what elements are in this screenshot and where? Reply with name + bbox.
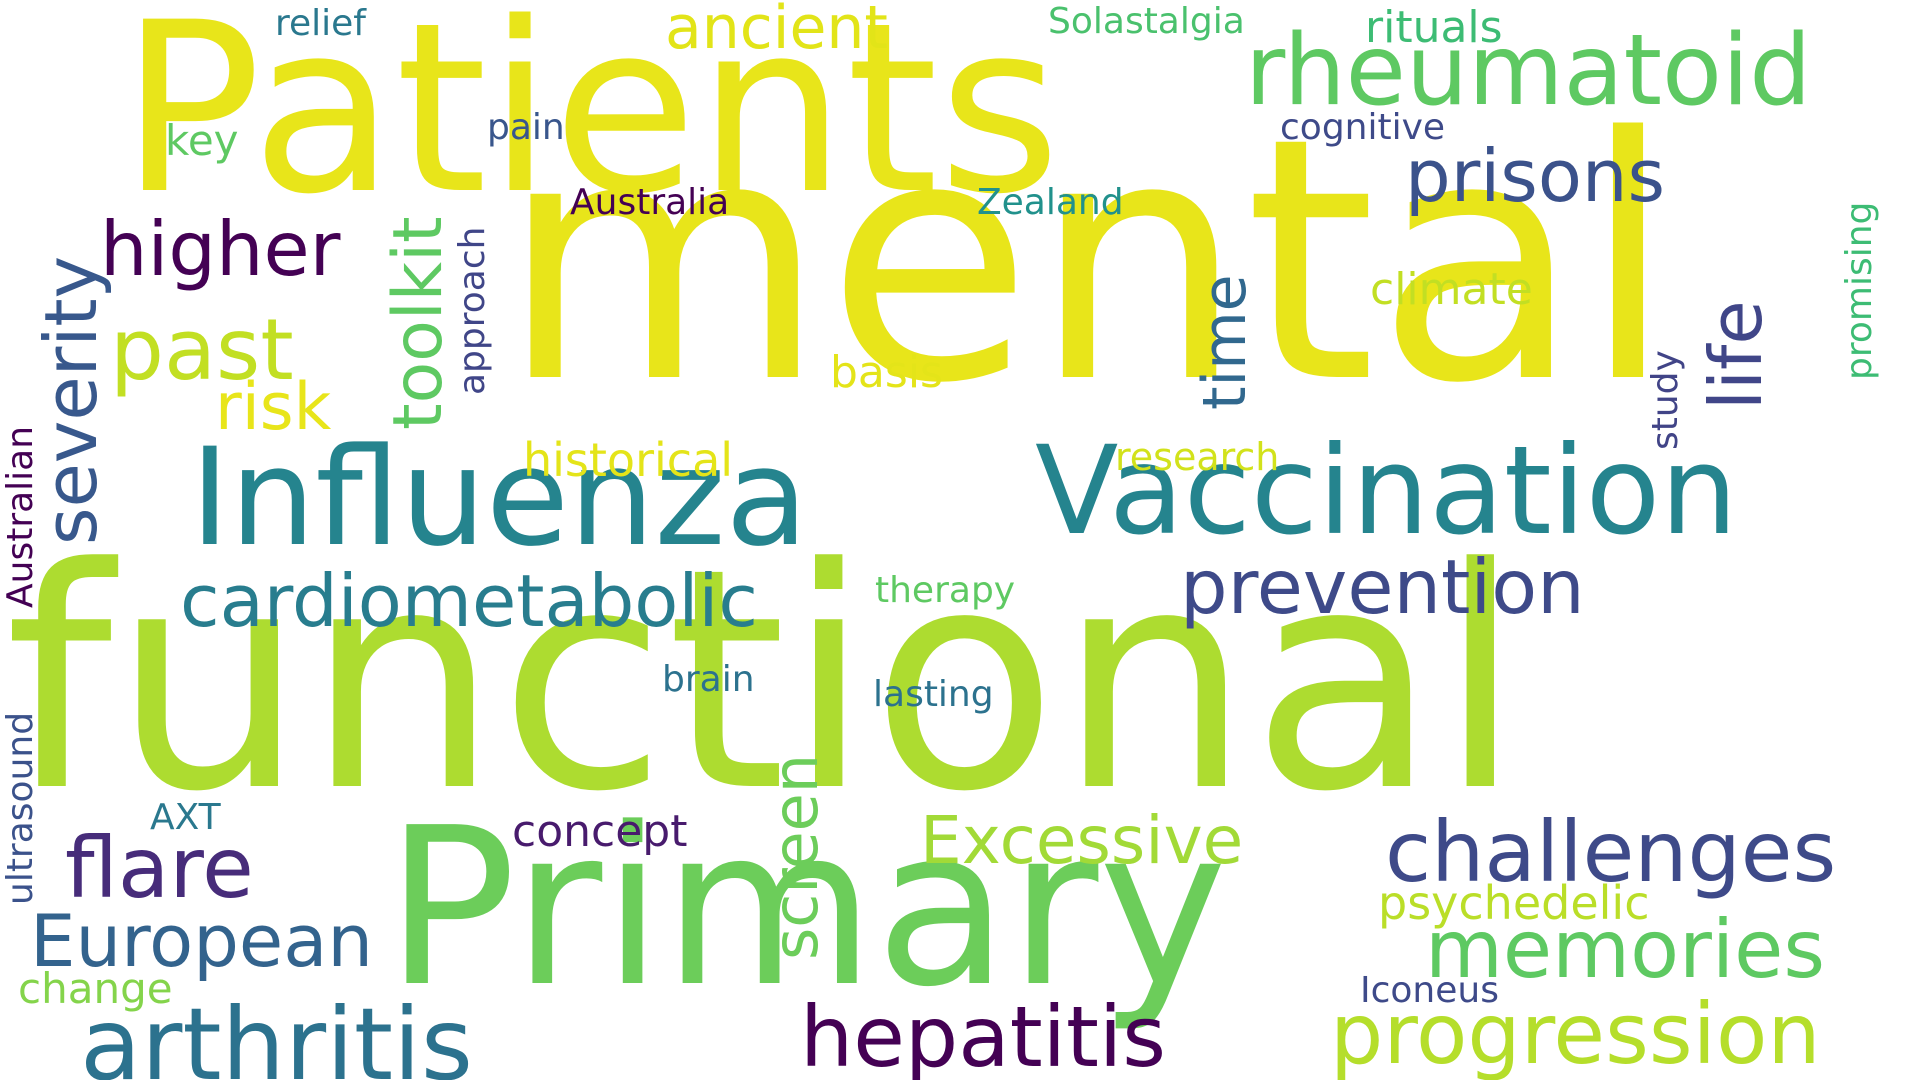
word-historical: historical	[523, 433, 734, 487]
word-rheumatoid: rheumatoid	[1245, 14, 1812, 128]
word-change: change	[18, 964, 173, 1013]
word-progression: progression	[1330, 985, 1821, 1080]
word-screen: screen	[759, 753, 832, 960]
word-life: life	[1694, 300, 1778, 410]
word-therapy: therapy	[875, 570, 1016, 611]
word-memories: memories	[1425, 903, 1826, 996]
word-climate: climate	[1370, 264, 1533, 315]
word-cognitive: cognitive	[1280, 107, 1446, 148]
word-iconeus: Iconeus	[1360, 970, 1499, 1011]
word-flare: flare	[65, 819, 254, 917]
word-solastalgia: Solastalgia	[1048, 1, 1245, 42]
word-risk: risk	[215, 370, 332, 445]
word-mental: mental	[500, 67, 1675, 457]
word-australian: Australian	[0, 425, 41, 608]
word-prevention: prevention	[1180, 543, 1585, 631]
word-promising: promising	[1839, 201, 1880, 380]
word-higher: higher	[100, 205, 341, 293]
word-australia: Australia	[570, 182, 730, 223]
word-key: key	[165, 116, 239, 165]
word-vaccination: Vaccination	[1035, 420, 1738, 562]
word-time: time	[1190, 274, 1260, 410]
word-pain: pain	[487, 107, 565, 148]
word-lasting: lasting	[873, 674, 994, 715]
word-approach: approach	[452, 226, 493, 395]
word-research: research	[1115, 435, 1280, 479]
word-european: European	[30, 899, 373, 983]
word-ultrasound: ultrasound	[0, 711, 41, 905]
word-severity: severity	[29, 255, 113, 545]
word-primary: Primary	[385, 782, 1228, 1035]
word-concept: concept	[512, 806, 688, 857]
word-brain: brain	[662, 659, 755, 700]
word-patients: Patients	[120, 0, 1061, 246]
word-cardiometabolic: cardiometabolic	[180, 559, 758, 643]
word-functional: functional	[5, 503, 1523, 858]
word-challenges: challenges	[1385, 803, 1837, 901]
word-prisons: prisons	[1405, 134, 1666, 218]
word-zealand: Zealand	[977, 182, 1124, 223]
word-excessive: Excessive	[920, 802, 1244, 879]
word-arthritis: arthritis	[80, 986, 473, 1080]
word-psychedelic: psychedelic	[1378, 876, 1650, 930]
word-relief: relief	[275, 3, 366, 44]
word-basis: basis	[830, 347, 943, 398]
word-influenza: Influenza	[190, 419, 809, 576]
word-ancient: ancient	[665, 0, 888, 63]
word-hepatitis: hepatitis	[800, 988, 1167, 1080]
word-past: past	[110, 301, 294, 400]
word-study: study	[1645, 350, 1686, 450]
word-toolkit: toolkit	[379, 216, 458, 430]
word-rituals: rituals	[1365, 2, 1503, 53]
word-axt: AXT	[150, 797, 221, 838]
